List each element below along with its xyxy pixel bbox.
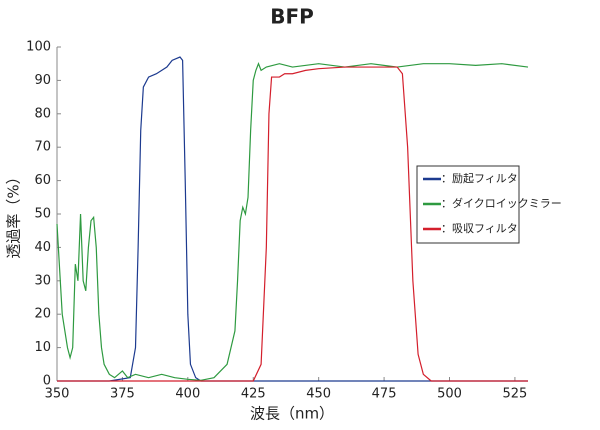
y-tick-label: 80 — [34, 106, 51, 121]
x-tick-label: 425 — [241, 387, 266, 402]
series-line — [57, 66, 528, 382]
x-tick-label: 525 — [503, 387, 528, 402]
y-tick-label: 50 — [34, 207, 51, 222]
y-tick-label: 30 — [34, 273, 51, 288]
chart-title: BFP — [270, 5, 314, 29]
y-tick-label: 20 — [34, 307, 51, 322]
x-tick-label: 450 — [306, 387, 331, 402]
x-tick-label: 350 — [45, 387, 70, 402]
y-tick-label: 10 — [34, 340, 51, 355]
legend-label: ：励起フィルタ — [441, 172, 518, 185]
x-axis-label: 波長（nm） — [250, 405, 334, 423]
x-tick-label: 500 — [437, 387, 462, 402]
y-axis-label: 透過率（%） — [5, 169, 23, 258]
x-tick-label: 375 — [110, 387, 135, 402]
y-tick-label: 40 — [34, 240, 51, 255]
legend-label: ：ダイクロイックミラー — [441, 196, 562, 210]
series-line — [56, 62, 529, 381]
y-tick-label: 60 — [34, 173, 51, 188]
series-line — [57, 56, 528, 382]
x-tick-label: 475 — [372, 387, 397, 402]
y-tick-label: 90 — [34, 73, 51, 88]
y-tick-label: 100 — [26, 40, 51, 55]
legend-label: ：吸収フィルタ — [441, 222, 518, 235]
y-tick-label: 0 — [43, 374, 51, 389]
x-tick-label: 400 — [175, 387, 200, 402]
y-tick-label: 70 — [34, 140, 51, 155]
